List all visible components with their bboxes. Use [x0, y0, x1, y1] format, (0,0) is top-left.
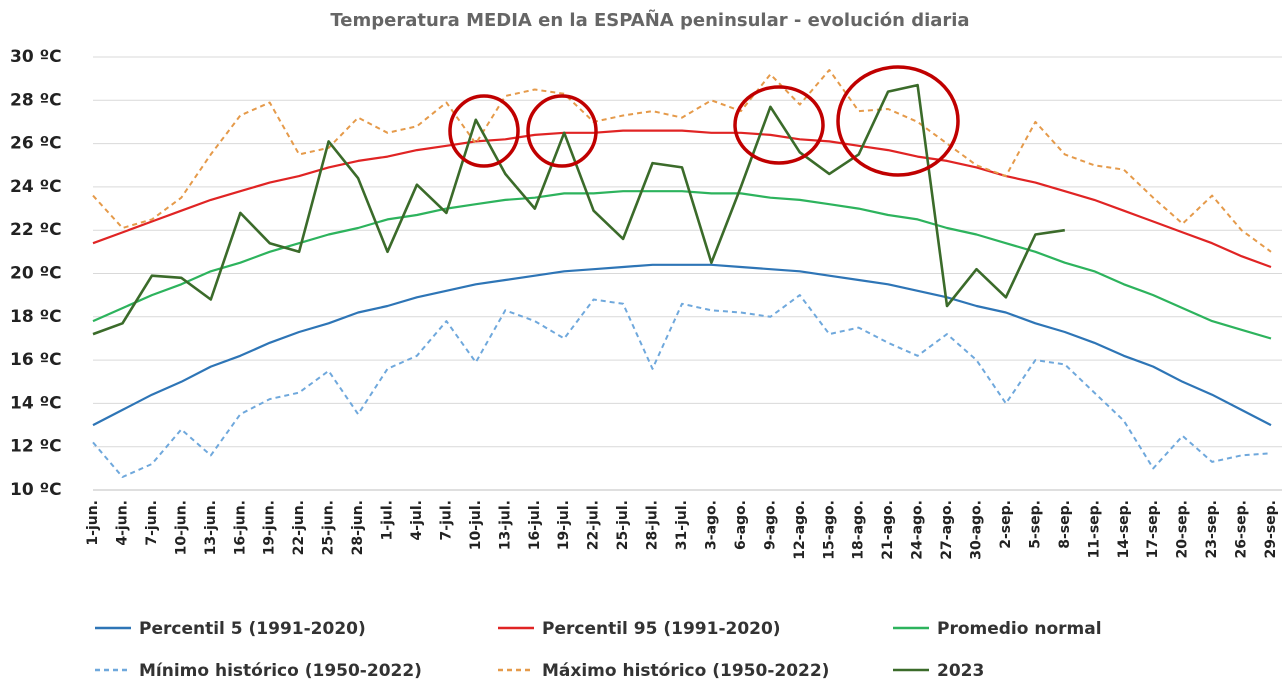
x-tick-label: 17-sep.	[1145, 500, 1161, 558]
x-tick-label: 26-sep.	[1234, 500, 1250, 558]
x-tick-label: 23-sep.	[1204, 500, 1220, 558]
x-tick-label: 1-jul.	[380, 500, 396, 540]
x-tick-label: 13-jun.	[203, 500, 219, 555]
series-line	[92, 129, 1272, 269]
x-tick-label: 6-ago.	[733, 500, 749, 550]
legend-label: Máximo histórico (1950-2022)	[542, 661, 829, 681]
x-tick-label: 13-jul.	[497, 500, 513, 550]
x-tick-label: 16-jun.	[232, 500, 248, 555]
highlight-circle	[448, 94, 520, 168]
x-tick-label: 19-jul.	[556, 500, 572, 550]
legend-label: Promedio normal	[937, 619, 1102, 639]
x-tick-label: 21-ago.	[880, 500, 896, 560]
series-line	[92, 190, 1272, 340]
highlight-circles	[448, 65, 960, 177]
x-tick-label: 15-ago.	[821, 500, 837, 560]
highlight-circle	[526, 94, 598, 168]
y-tick-label: 12 ºC	[10, 437, 62, 457]
x-tick-label: 8-sep.	[1057, 500, 1073, 549]
x-tick-label: 7-jun.	[144, 500, 160, 546]
lines	[92, 69, 1272, 478]
x-tick-label: 11-sep.	[1086, 500, 1102, 558]
x-tick-label: 28-jun.	[350, 500, 366, 555]
series-line	[92, 294, 1272, 478]
x-tick-label: 14-sep.	[1116, 500, 1132, 558]
chart-title: Temperatura MEDIA en la ESPAÑA peninsula…	[330, 8, 969, 31]
highlight-circle	[733, 85, 825, 165]
x-tick-label: 2-sep.	[998, 500, 1014, 549]
x-tick-label: 7-jul.	[438, 500, 454, 540]
x-tick-label: 29-sep.	[1263, 500, 1279, 558]
x-tick-label: 25-jul.	[615, 500, 631, 550]
y-tick-label: 10 ºC	[10, 480, 62, 500]
axes: 10 ºC 12 ºC 14 ºC 16 ºC 18 ºC 20 ºC 22 ºC 24 ºC…	[10, 47, 1282, 560]
x-tick-label: 27-ago.	[939, 500, 955, 560]
x-tick-label: 10-jul.	[468, 500, 484, 550]
legend-label: Mínimo histórico (1950-2022)	[139, 661, 422, 681]
x-tick-label: 9-ago.	[762, 500, 778, 550]
x-tick-label: 1-jun.	[85, 500, 101, 546]
x-tick-label: 12-ago.	[792, 500, 808, 560]
x-tick-label: 4-jun.	[114, 500, 130, 546]
y-tick-label: 28 ºC	[10, 90, 62, 110]
x-tick-label: 19-jun.	[262, 500, 278, 555]
legend-label: Percentil 5 (1991-2020)	[139, 619, 366, 639]
highlight-circle	[836, 65, 960, 177]
y-tick-label: 30 ºC	[10, 47, 62, 67]
x-tick-label: 3-ago.	[703, 500, 719, 550]
x-tick-label: 24-ago.	[910, 500, 926, 560]
x-tick-label: 22-jul.	[586, 500, 602, 550]
x-tick-label: 16-jul.	[527, 500, 543, 550]
y-tick-label: 20 ºC	[10, 264, 62, 284]
legend: Percentil 5 (1991-2020) Percentil 95 (199…	[95, 619, 1102, 681]
y-tick-label: 16 ºC	[10, 350, 62, 370]
series-line	[92, 263, 1272, 427]
x-tick-label: 20-sep.	[1175, 500, 1191, 558]
series-line	[92, 83, 1065, 336]
x-tick-label: 10-jun.	[173, 500, 189, 555]
x-tick-label: 31-jul.	[674, 500, 690, 550]
series-line	[92, 69, 1272, 253]
grid	[93, 56, 1282, 491]
y-tick-label: 22 ºC	[10, 220, 62, 240]
y-tick-label: 26 ºC	[10, 134, 62, 154]
y-tick-label: 24 ºC	[10, 177, 62, 197]
x-tick-label: 28-jul.	[645, 500, 661, 550]
legend-label: Percentil 95 (1991-2020)	[542, 619, 781, 639]
x-tick-label: 25-jun.	[321, 500, 337, 555]
y-tick-label: 14 ºC	[10, 393, 62, 413]
x-tick-label: 18-ago.	[851, 500, 867, 560]
x-tick-label: 4-jul.	[409, 500, 425, 540]
y-tick-label: 18 ºC	[10, 307, 62, 327]
x-tick-label: 30-ago.	[969, 500, 985, 560]
x-tick-label: 22-jun.	[291, 500, 307, 555]
x-tick-label: 5-sep.	[1027, 500, 1043, 549]
legend-label: 2023	[937, 661, 984, 681]
